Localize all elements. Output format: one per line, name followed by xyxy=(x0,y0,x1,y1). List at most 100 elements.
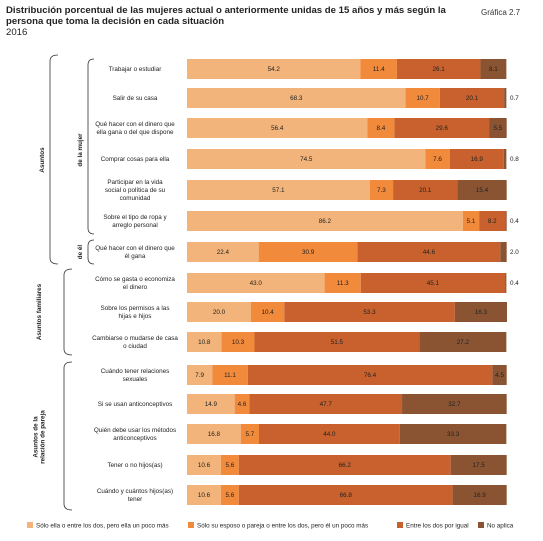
legend-entry: No aplica xyxy=(487,523,514,530)
bar-segment xyxy=(504,88,507,108)
data-label: 5.5 xyxy=(493,125,502,132)
category-label: Trabajar o estudiar xyxy=(109,66,162,73)
category-label: Quién debe usar los métodos anticonceptiv… xyxy=(94,427,176,442)
bar-segment xyxy=(450,455,507,475)
bar-segment xyxy=(187,180,370,200)
bar-segment xyxy=(393,180,458,200)
bar-segment xyxy=(234,394,250,414)
category-label: Tener o no hijos(as) xyxy=(107,462,162,469)
category-label: Cambiarse o mudarse de casa o ciudad xyxy=(92,335,178,350)
bar-segment xyxy=(369,180,394,200)
bar-segment xyxy=(187,332,222,352)
data-label: 33.3 xyxy=(447,431,460,438)
bar-segment xyxy=(480,59,507,79)
category-label: Qué hacer con el dinero que él gana xyxy=(95,245,175,260)
data-label: 11.3 xyxy=(337,280,349,287)
data-label: 20.0 xyxy=(213,309,226,316)
data-label: 17.5 xyxy=(473,462,486,469)
data-label: 10.6 xyxy=(198,462,211,469)
bar-segment xyxy=(187,485,221,505)
bar-segment xyxy=(396,59,481,79)
bar-segment xyxy=(221,332,255,352)
bar-segment xyxy=(187,118,368,138)
bar-segment xyxy=(500,242,507,262)
data-label: 8.1 xyxy=(489,66,498,73)
data-label: 20.1 xyxy=(419,187,432,194)
bar-segment xyxy=(259,424,400,444)
bar-segment xyxy=(489,118,507,138)
bar-segment xyxy=(324,273,361,293)
data-label: 66.8 xyxy=(340,492,353,499)
data-label: 30.9 xyxy=(302,249,315,256)
bar-segment xyxy=(238,455,451,475)
data-label: 5.1 xyxy=(467,218,476,225)
bar-segment xyxy=(238,485,453,505)
group-label: Asuntos familiares xyxy=(36,283,43,340)
bar-segment xyxy=(187,273,325,293)
bar-segment xyxy=(452,485,507,505)
data-label: 5.7 xyxy=(245,431,254,438)
category-label: Cuándo tener relaciones sexuales xyxy=(101,368,170,383)
data-label: 0.4 xyxy=(510,280,519,287)
data-label: 15.4 xyxy=(476,187,489,194)
bar-segment xyxy=(284,302,455,322)
legend-entry: Sólo su esposo o pareja o entre los dos,… xyxy=(197,523,368,530)
bar-segment xyxy=(419,332,507,352)
group-bracket xyxy=(87,58,95,235)
data-label: 2.0 xyxy=(510,249,519,256)
data-label: 44.0 xyxy=(323,431,336,438)
bar-segment xyxy=(187,455,221,475)
data-label: 0.4 xyxy=(510,218,519,225)
data-label: 0.7 xyxy=(510,95,519,102)
data-label: 51.5 xyxy=(331,339,344,346)
bar-segment xyxy=(505,211,507,231)
data-label: 43.0 xyxy=(250,280,263,287)
figure-label: Gráfica 2.7 xyxy=(481,8,521,17)
bar-segment xyxy=(449,149,504,169)
data-label: 20.1 xyxy=(466,95,479,102)
data-label: 10.7 xyxy=(417,95,430,102)
data-label: 7.6 xyxy=(433,156,442,163)
bar-segment xyxy=(251,302,285,322)
data-label: 86.2 xyxy=(319,218,332,225)
data-label: 27.2 xyxy=(457,339,470,346)
data-label: 74.5 xyxy=(300,156,313,163)
group-bracket xyxy=(63,268,73,356)
data-label: 4.6 xyxy=(238,401,247,408)
bar-segment xyxy=(187,211,463,231)
bar-segment xyxy=(187,88,406,108)
data-label: 0.8 xyxy=(510,156,519,163)
bar-segment xyxy=(220,455,239,475)
data-label: 16.9 xyxy=(474,492,487,499)
category-label: Cómo se gasta o economiza el dinero xyxy=(95,276,175,291)
data-label: 32.7 xyxy=(448,401,461,408)
data-label: 53.3 xyxy=(363,309,376,316)
category-label: Sobre los permisos a las hijas e hijos xyxy=(101,305,170,320)
data-label: 56.4 xyxy=(271,125,284,132)
bar-segment xyxy=(503,149,507,169)
data-label: 16.9 xyxy=(471,156,484,163)
data-label: 76.4 xyxy=(364,372,377,379)
data-label: 57.1 xyxy=(272,187,285,194)
bar-segment xyxy=(187,424,241,444)
bar-segment xyxy=(402,394,507,414)
bar-segment xyxy=(360,273,506,293)
bar-segment xyxy=(247,365,493,385)
data-label: 22.4 xyxy=(217,249,230,256)
data-label: 7.9 xyxy=(195,372,204,379)
data-label: 47.7 xyxy=(320,401,333,408)
bar-segment xyxy=(187,59,361,79)
category-label: Cuándo y cuántos hijos(as) tener xyxy=(97,488,173,503)
bar-segment xyxy=(187,365,213,385)
data-label: 8.4 xyxy=(377,125,386,132)
bar-segment xyxy=(187,302,251,322)
group-label: Asuntos xyxy=(39,147,46,173)
data-label: 10.4 xyxy=(262,309,275,316)
data-label: 68.3 xyxy=(290,95,303,102)
bar-segment xyxy=(399,424,507,444)
data-label: 16.3 xyxy=(475,309,488,316)
legend-swatch xyxy=(188,522,194,528)
legend-entry: Entre los dos por igual xyxy=(406,523,469,530)
data-label: 44.6 xyxy=(423,249,436,256)
data-label: 14.9 xyxy=(205,401,218,408)
